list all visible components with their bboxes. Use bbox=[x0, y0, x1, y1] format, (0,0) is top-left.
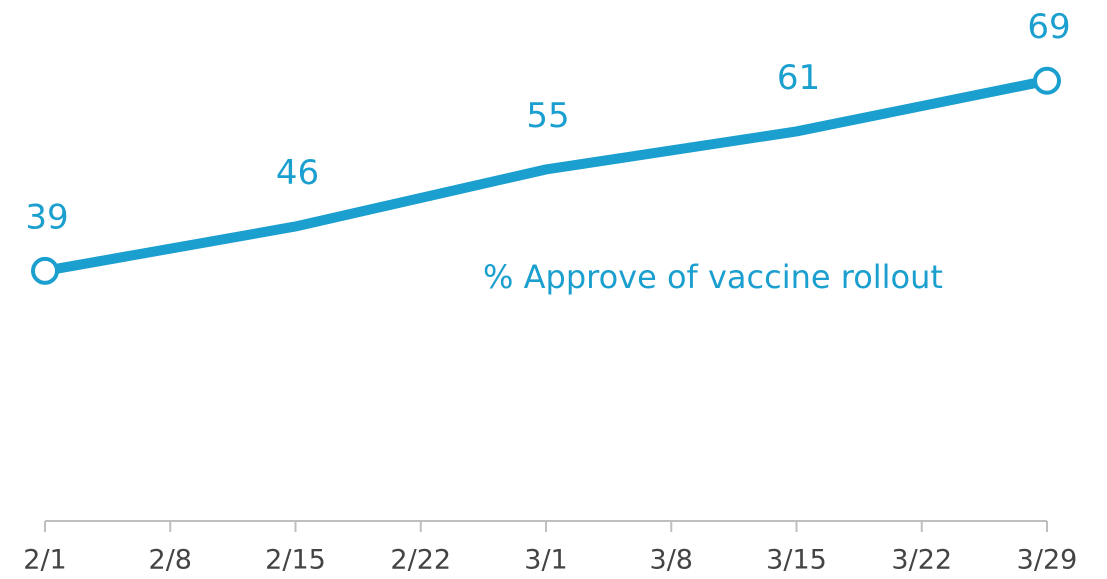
value-label: 55 bbox=[526, 96, 569, 136]
x-tick-label: 3/8 bbox=[650, 545, 693, 576]
value-label: 69 bbox=[1027, 7, 1070, 47]
x-tick-label: 3/22 bbox=[891, 545, 952, 576]
value-label: 46 bbox=[276, 153, 319, 193]
point-marker bbox=[31, 256, 59, 285]
value-label: 61 bbox=[777, 58, 820, 98]
line bbox=[44, 75, 1048, 276]
x-tick-label: 3/29 bbox=[1017, 545, 1078, 576]
value-label: 39 bbox=[25, 197, 68, 237]
x-tick-label: 3/1 bbox=[524, 545, 567, 576]
series-label: % Approve of vaccine rollout bbox=[483, 258, 943, 296]
x-tick-label: 2/22 bbox=[390, 545, 451, 576]
x-tick-label: 2/1 bbox=[23, 545, 66, 576]
x-tick-label: 2/15 bbox=[265, 545, 326, 576]
x-tick-label: 3/15 bbox=[766, 545, 827, 576]
x-tick-label: 2/8 bbox=[149, 545, 192, 576]
point-marker bbox=[1033, 66, 1061, 95]
